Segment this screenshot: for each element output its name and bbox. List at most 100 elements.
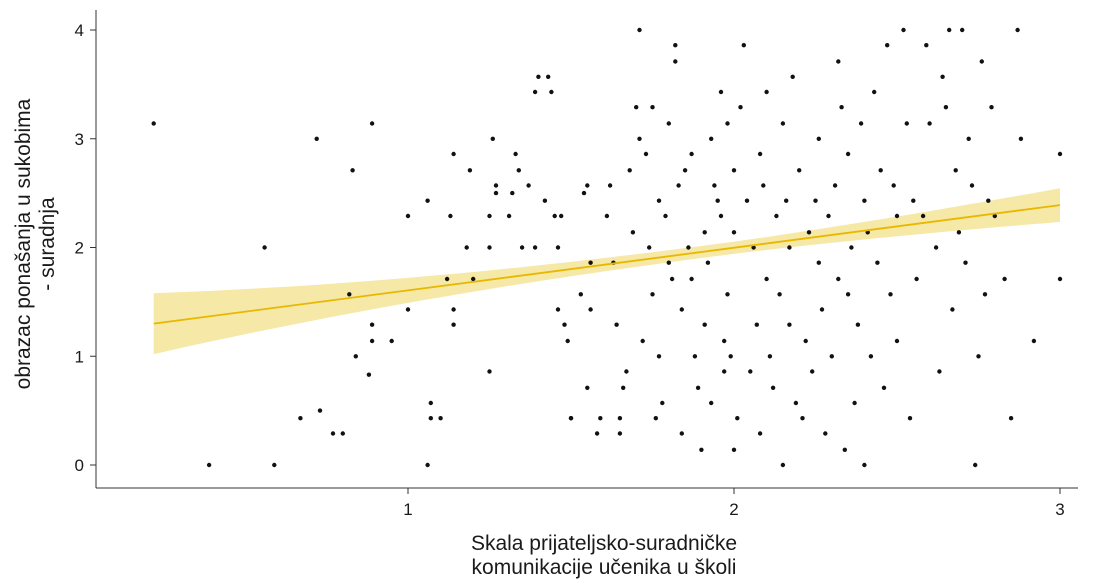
data-point — [607, 183, 613, 188]
data-point — [797, 168, 802, 173]
data-point — [493, 190, 499, 196]
data-point — [490, 136, 495, 141]
data-point — [614, 322, 619, 327]
axes-layer — [95, 10, 1078, 489]
data-point — [725, 292, 730, 297]
data-point — [757, 151, 763, 157]
y-tick-label: 2 — [75, 239, 84, 258]
data-point — [767, 354, 773, 359]
data-point — [588, 307, 593, 312]
data-point — [448, 213, 453, 219]
data-point — [656, 198, 662, 203]
data-point — [562, 322, 567, 327]
data-point — [800, 416, 805, 421]
data-point — [731, 230, 737, 235]
data-point — [764, 276, 769, 282]
data-point — [738, 105, 743, 110]
data-point — [369, 121, 375, 126]
data-point — [751, 245, 756, 250]
data-point — [852, 400, 857, 406]
data-point — [369, 322, 375, 327]
data-point — [347, 292, 352, 297]
data-point — [487, 213, 492, 219]
data-point — [754, 322, 759, 327]
data-point — [875, 260, 880, 265]
data-point — [643, 151, 649, 157]
data-point — [764, 89, 769, 95]
data-points-layer — [151, 27, 1063, 468]
data-point — [702, 230, 707, 235]
data-point — [950, 307, 955, 312]
x-tick-label: 3 — [1055, 500, 1064, 519]
data-point — [842, 447, 847, 452]
data-point — [744, 198, 750, 203]
data-point — [353, 354, 358, 359]
data-point — [920, 213, 926, 219]
data-point — [272, 462, 277, 468]
data-point — [1018, 136, 1024, 141]
data-point — [992, 213, 997, 219]
data-point — [881, 385, 887, 390]
data-point — [594, 431, 600, 436]
data-point — [366, 372, 372, 377]
data-point — [298, 416, 303, 421]
data-point — [780, 462, 786, 468]
data-point — [888, 292, 893, 297]
data-point — [653, 416, 658, 421]
data-point — [709, 400, 714, 406]
data-point — [735, 416, 740, 421]
data-point — [953, 168, 958, 173]
data-point — [816, 260, 821, 265]
data-point — [836, 276, 841, 282]
data-point — [519, 245, 525, 250]
data-point — [947, 27, 952, 33]
data-point — [506, 213, 512, 219]
data-point — [819, 307, 825, 312]
data-point — [663, 213, 668, 219]
data-point — [438, 416, 443, 421]
y-tick-label: 3 — [75, 130, 84, 149]
data-point — [943, 105, 949, 110]
data-point — [774, 213, 779, 219]
data-point — [650, 105, 655, 110]
data-point — [862, 462, 867, 468]
data-point — [536, 74, 541, 80]
data-point — [725, 121, 730, 126]
y-tick-label: 1 — [75, 347, 84, 366]
data-point — [493, 183, 499, 188]
data-point — [907, 416, 913, 421]
data-point — [598, 416, 603, 421]
data-point — [894, 213, 900, 219]
data-point — [969, 183, 975, 188]
data-point — [963, 260, 968, 265]
x-axis-title-line-1: Skala prijateljsko-suradničke — [471, 532, 737, 555]
x-tick-label: 2 — [729, 500, 738, 519]
trend-line — [153, 204, 1061, 325]
data-point — [826, 213, 831, 219]
ticks-layer: 1 2 3 0 1 2 3 4 — [75, 21, 1065, 519]
data-point — [862, 198, 867, 203]
data-point — [709, 136, 714, 141]
data-point — [718, 89, 724, 95]
data-point — [777, 292, 782, 297]
data-point — [849, 245, 854, 250]
data-point — [526, 183, 531, 188]
data-point — [617, 416, 623, 421]
data-point — [673, 43, 678, 48]
data-point — [748, 369, 753, 374]
data-point — [914, 276, 919, 282]
data-point — [669, 276, 675, 282]
data-point — [702, 322, 707, 327]
data-point — [673, 59, 678, 64]
data-point — [634, 105, 639, 110]
data-point — [428, 416, 433, 421]
data-point — [731, 168, 737, 173]
data-point — [927, 121, 932, 126]
data-point — [578, 292, 583, 297]
data-point — [389, 338, 394, 344]
data-point — [956, 230, 962, 235]
data-point — [588, 260, 593, 265]
data-point — [868, 354, 874, 359]
data-point — [718, 213, 724, 219]
